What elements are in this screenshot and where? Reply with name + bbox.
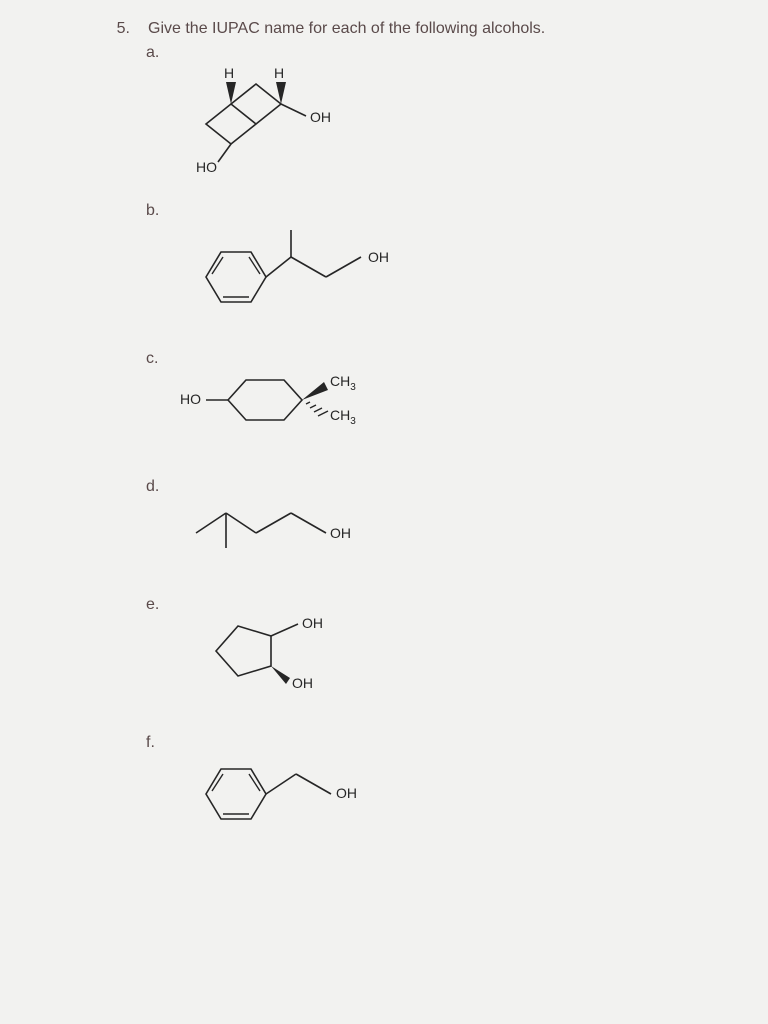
figure-a: H H OH HO: [176, 44, 366, 174]
part-label: b.: [146, 202, 162, 220]
part-label: f.: [146, 734, 162, 752]
part-label: e.: [146, 596, 162, 614]
figure-f: OH: [176, 734, 406, 834]
label-ho: HO: [180, 391, 201, 407]
label-oh: OH: [336, 785, 357, 801]
label-oh-upper: OH: [302, 615, 323, 631]
worksheet-page: 5. Give the IUPAC name for each of the f…: [0, 0, 768, 1024]
part-b: b. OH: [146, 202, 688, 322]
figure-c: HO CH3 CH3: [176, 350, 426, 450]
label-h-left: H: [224, 65, 234, 81]
label-oh: OH: [330, 525, 351, 541]
question-row: 5. Give the IUPAC name for each of the f…: [110, 20, 688, 38]
figure-d: OH: [176, 478, 396, 568]
label-oh: OH: [368, 249, 389, 265]
figure-b: OH: [176, 202, 436, 322]
part-d: d. OH: [146, 478, 688, 568]
label-ch3-down: CH3: [330, 407, 356, 427]
question-text: Give the IUPAC name for each of the foll…: [148, 20, 688, 38]
part-a: a. H H OH HO: [146, 44, 688, 174]
part-label: a.: [146, 44, 162, 62]
label-ho-bottom: HO: [196, 159, 217, 174]
part-c: c. HO CH3 CH3: [146, 350, 688, 450]
part-label: d.: [146, 478, 162, 496]
label-ch3-up: CH3: [330, 373, 356, 393]
label-oh-right: OH: [310, 109, 331, 125]
question-number: 5.: [110, 20, 130, 38]
part-f: f. OH: [146, 734, 688, 834]
part-label: c.: [146, 350, 162, 368]
label-h-upper: H: [274, 65, 284, 81]
figure-e: OH OH: [176, 596, 376, 706]
part-e: e. OH OH: [146, 596, 688, 706]
label-oh-lower: OH: [292, 675, 313, 691]
